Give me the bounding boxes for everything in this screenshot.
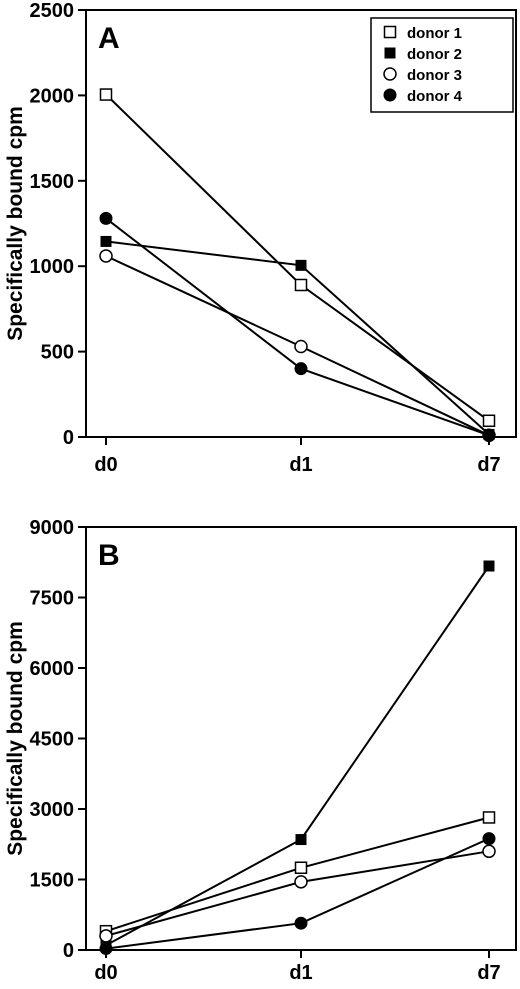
legend-marker (384, 47, 396, 59)
y-tick-label: 2500 (30, 0, 75, 22)
data-point (482, 832, 496, 846)
legend-marker (383, 67, 397, 81)
y-tick-label: 6000 (30, 658, 75, 680)
data-point (482, 414, 496, 428)
data-point (99, 88, 113, 101)
panel-label: B (98, 539, 120, 572)
data-point (99, 929, 113, 943)
y-tick-label: 1500 (30, 171, 75, 193)
legend-entry: donor 3 (407, 67, 462, 84)
data-point (99, 249, 113, 263)
data-point (294, 339, 308, 354)
y-tick-label: 3000 (30, 799, 75, 821)
panel-b: 0 1500 3000 4500 6000 7500 9000 d0 d1 d7 Specifica… (4, 517, 517, 984)
data-point (483, 560, 495, 572)
data-point (294, 875, 308, 889)
data-point (99, 211, 113, 225)
data-point (482, 811, 496, 824)
data-point (99, 942, 113, 956)
y-axis-label: Specifically bound cpm (4, 621, 27, 856)
x-tick-label: d1 (289, 962, 312, 984)
y-tick-label: 0 (63, 940, 74, 962)
x-tick-label: d7 (477, 962, 500, 984)
data-point (294, 278, 308, 292)
legend-entry: donor 2 (407, 46, 462, 63)
y-tick-label: 9000 (30, 517, 75, 539)
y-axis-label: Specifically bound cpm (4, 106, 27, 341)
series-line-2 (105, 565, 490, 947)
y-tick-label: 7500 (30, 588, 75, 610)
x-tick-label: d7 (477, 454, 500, 476)
legend-marker (383, 88, 397, 102)
x-tick-label: d1 (289, 454, 312, 476)
panel-label: A (98, 22, 120, 55)
legend-marker (383, 25, 397, 39)
y-tick-label: 2000 (30, 85, 75, 107)
y-tick-label: 500 (41, 342, 74, 364)
data-point (482, 428, 496, 442)
data-point (294, 861, 308, 874)
data-point (294, 362, 308, 376)
legend-entry: donor 4 (407, 88, 463, 105)
data-point (482, 844, 496, 859)
x-tick-label: d0 (94, 454, 117, 476)
panel-a: 0 500 1000 1500 2000 2500 d0 d1 d7 Specifically b… (4, 0, 517, 476)
y-tick-label: 1000 (30, 256, 75, 278)
legend-entry: donor 1 (407, 25, 462, 42)
y-tick-label: 0 (63, 427, 74, 449)
x-tick-label: d0 (94, 962, 117, 984)
data-point (295, 259, 307, 271)
y-tick-label: 4500 (30, 729, 75, 751)
data-point (294, 916, 308, 930)
data-point (100, 235, 112, 247)
data-point (295, 834, 307, 846)
y-tick-label: 1500 (30, 870, 75, 892)
series-line-4 (105, 217, 490, 437)
series-line-4 (105, 837, 490, 950)
